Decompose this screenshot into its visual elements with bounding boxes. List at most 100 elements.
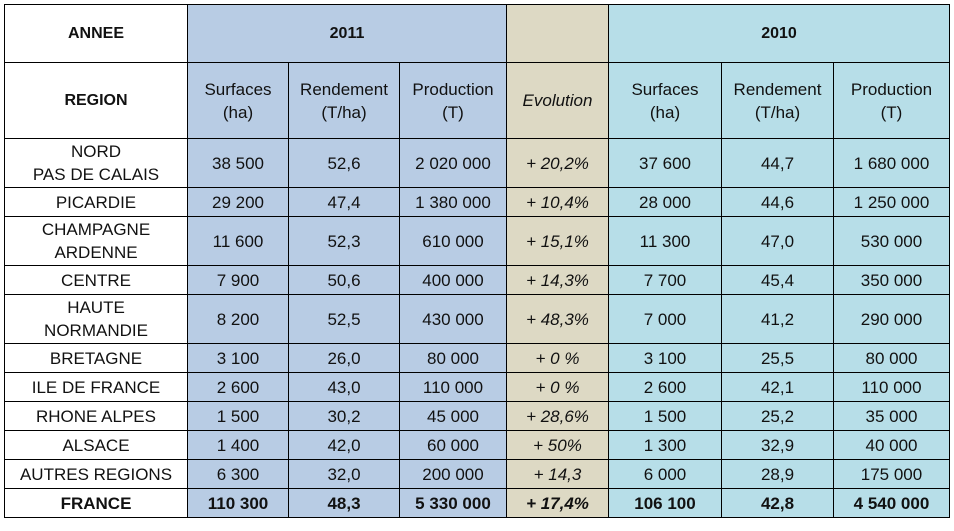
surfaces-2010-cell: 37 600	[608, 138, 722, 188]
total-production-2010: 4 540 000	[833, 488, 950, 518]
rendement-2010-cell: 41,2	[721, 294, 834, 344]
surfaces-2011-header: Surfaces (ha)	[187, 62, 289, 139]
region-cell: BRETAGNE	[4, 343, 188, 373]
surfaces-2010-cell: 3 100	[608, 343, 722, 373]
surfaces-2011-cell: 2 600	[187, 372, 289, 402]
production-2011-cell: 200 000	[399, 459, 507, 489]
region-cell: AUTRES REGIONS	[4, 459, 188, 489]
production-2010-cell: 1 680 000	[833, 138, 950, 188]
rendement-2010-cell: 25,2	[721, 401, 834, 431]
surfaces-2010-header: Surfaces (ha)	[608, 62, 722, 139]
table-row: PICARDIE 29 200 47,4 1 380 000 + 10,4% 28 000…	[4, 187, 950, 217]
production-2011-cell: 430 000	[399, 294, 507, 344]
evolution-cell: + 0 %	[506, 343, 609, 373]
total-production-2011: 5 330 000	[399, 488, 507, 518]
production-2010-cell: 1 250 000	[833, 187, 950, 217]
production-2010-cell: 350 000	[833, 265, 950, 295]
surfaces-2011-cell: 38 500	[187, 138, 289, 188]
production-2011-header: Production (T)	[399, 62, 507, 139]
rendement-2011-cell: 32,0	[288, 459, 400, 489]
surfaces-2010-cell: 2 600	[608, 372, 722, 402]
rendement-2010-header: Rendement (T/ha)	[721, 62, 834, 139]
surfaces-2010-cell: 28 000	[608, 187, 722, 217]
total-surfaces-2011: 110 300	[187, 488, 289, 518]
region-header: REGION	[4, 62, 188, 139]
rendement-2011-cell: 50,6	[288, 265, 400, 295]
evolution-header: Evolution	[506, 62, 609, 139]
region-cell: PICARDIE	[4, 187, 188, 217]
total-surfaces-2010: 106 100	[608, 488, 722, 518]
rendement-2010-cell: 25,5	[721, 343, 834, 373]
rendement-2010-cell: 47,0	[721, 216, 834, 266]
table-row: RHONE ALPES 1 500 30,2 45 000 + 28,6% 1 500 25…	[4, 401, 950, 431]
evolution-cell: + 0 %	[506, 372, 609, 402]
table-row: CHAMPAGNE ARDENNE 11 600 52,3 610 000 + 15,1…	[4, 216, 950, 266]
production-2010-cell: 290 000	[833, 294, 950, 344]
surfaces-2010-cell: 7 000	[608, 294, 722, 344]
surfaces-2010-cell: 1 500	[608, 401, 722, 431]
total-rendement-2010: 42,8	[721, 488, 834, 518]
evolution-cell: + 50%	[506, 430, 609, 460]
column-header-row: REGION Surfaces (ha) Rendement (T/ha) Pr…	[4, 62, 950, 139]
rendement-2010-cell: 44,6	[721, 187, 834, 217]
total-evolution: + 17,4%	[506, 488, 609, 518]
year-2010-header: 2010	[608, 4, 950, 63]
surfaces-2011-cell: 11 600	[187, 216, 289, 266]
surfaces-2011-cell: 1 400	[187, 430, 289, 460]
surfaces-2010-cell: 7 700	[608, 265, 722, 295]
rendement-2010-cell: 45,4	[721, 265, 834, 295]
production-2010-cell: 35 000	[833, 401, 950, 431]
table-row: AUTRES REGIONS 6 300 32,0 200 000 + 14,3 6 00…	[4, 459, 950, 489]
rendement-2011-cell: 52,6	[288, 138, 400, 188]
production-2010-cell: 175 000	[833, 459, 950, 489]
production-2010-cell: 80 000	[833, 343, 950, 373]
rendement-2011-cell: 52,3	[288, 216, 400, 266]
region-cell: NORD PAS DE CALAIS	[4, 138, 188, 188]
rendement-2011-cell: 47,4	[288, 187, 400, 217]
surfaces-2011-cell: 6 300	[187, 459, 289, 489]
annee-header: ANNEE	[4, 4, 188, 63]
production-2010-cell: 110 000	[833, 372, 950, 402]
production-2011-cell: 110 000	[399, 372, 507, 402]
evolution-cell: + 20,2%	[506, 138, 609, 188]
surfaces-2010-cell: 6 000	[608, 459, 722, 489]
rendement-2010-cell: 28,9	[721, 459, 834, 489]
table-row: ALSACE 1 400 42,0 60 000 + 50% 1 300 32,9 40 00…	[4, 430, 950, 460]
rendement-2011-header: Rendement (T/ha)	[288, 62, 400, 139]
year-2011-header: 2011	[187, 4, 507, 63]
total-row: FRANCE 110 300 48,3 5 330 000 + 17,4% 10…	[4, 488, 950, 518]
evolution-cell: + 14,3%	[506, 265, 609, 295]
table-row: ILE DE FRANCE 2 600 43,0 110 000 + 0 % 2 600 4…	[4, 372, 950, 402]
table-body: NORD PAS DE CALAIS 38 500 52,6 2 020 000 + 2…	[4, 138, 950, 489]
evolution-cell: + 10,4%	[506, 187, 609, 217]
table-row: BRETAGNE 3 100 26,0 80 000 + 0 % 3 100 25,5 80 …	[4, 343, 950, 373]
surfaces-2011-cell: 1 500	[187, 401, 289, 431]
production-2010-cell: 40 000	[833, 430, 950, 460]
evolution-header-spacer	[506, 4, 609, 63]
total-region: FRANCE	[4, 488, 188, 518]
evolution-cell: + 28,6%	[506, 401, 609, 431]
production-2011-cell: 2 020 000	[399, 138, 507, 188]
production-2011-cell: 400 000	[399, 265, 507, 295]
production-2011-cell: 80 000	[399, 343, 507, 373]
region-cell: HAUTE NORMANDIE	[4, 294, 188, 344]
production-2010-header: Production (T)	[833, 62, 950, 139]
production-2011-cell: 60 000	[399, 430, 507, 460]
table-row: HAUTE NORMANDIE 8 200 52,5 430 000 + 48,3% 7 …	[4, 294, 950, 344]
evolution-cell: + 48,3%	[506, 294, 609, 344]
evolution-cell: + 15,1%	[506, 216, 609, 266]
rendement-2010-cell: 32,9	[721, 430, 834, 460]
production-table: ANNEE 2011 2010 REGION Surfaces (ha) Ren…	[4, 4, 950, 518]
region-cell: CENTRE	[4, 265, 188, 295]
surfaces-2011-cell: 3 100	[187, 343, 289, 373]
production-2011-cell: 45 000	[399, 401, 507, 431]
surfaces-2011-cell: 8 200	[187, 294, 289, 344]
total-rendement-2011: 48,3	[288, 488, 400, 518]
production-2011-cell: 1 380 000	[399, 187, 507, 217]
rendement-2010-cell: 44,7	[721, 138, 834, 188]
rendement-2011-cell: 42,0	[288, 430, 400, 460]
rendement-2011-cell: 52,5	[288, 294, 400, 344]
region-cell: ILE DE FRANCE	[4, 372, 188, 402]
table-row: NORD PAS DE CALAIS 38 500 52,6 2 020 000 + 2…	[4, 138, 950, 188]
surfaces-2010-cell: 1 300	[608, 430, 722, 460]
